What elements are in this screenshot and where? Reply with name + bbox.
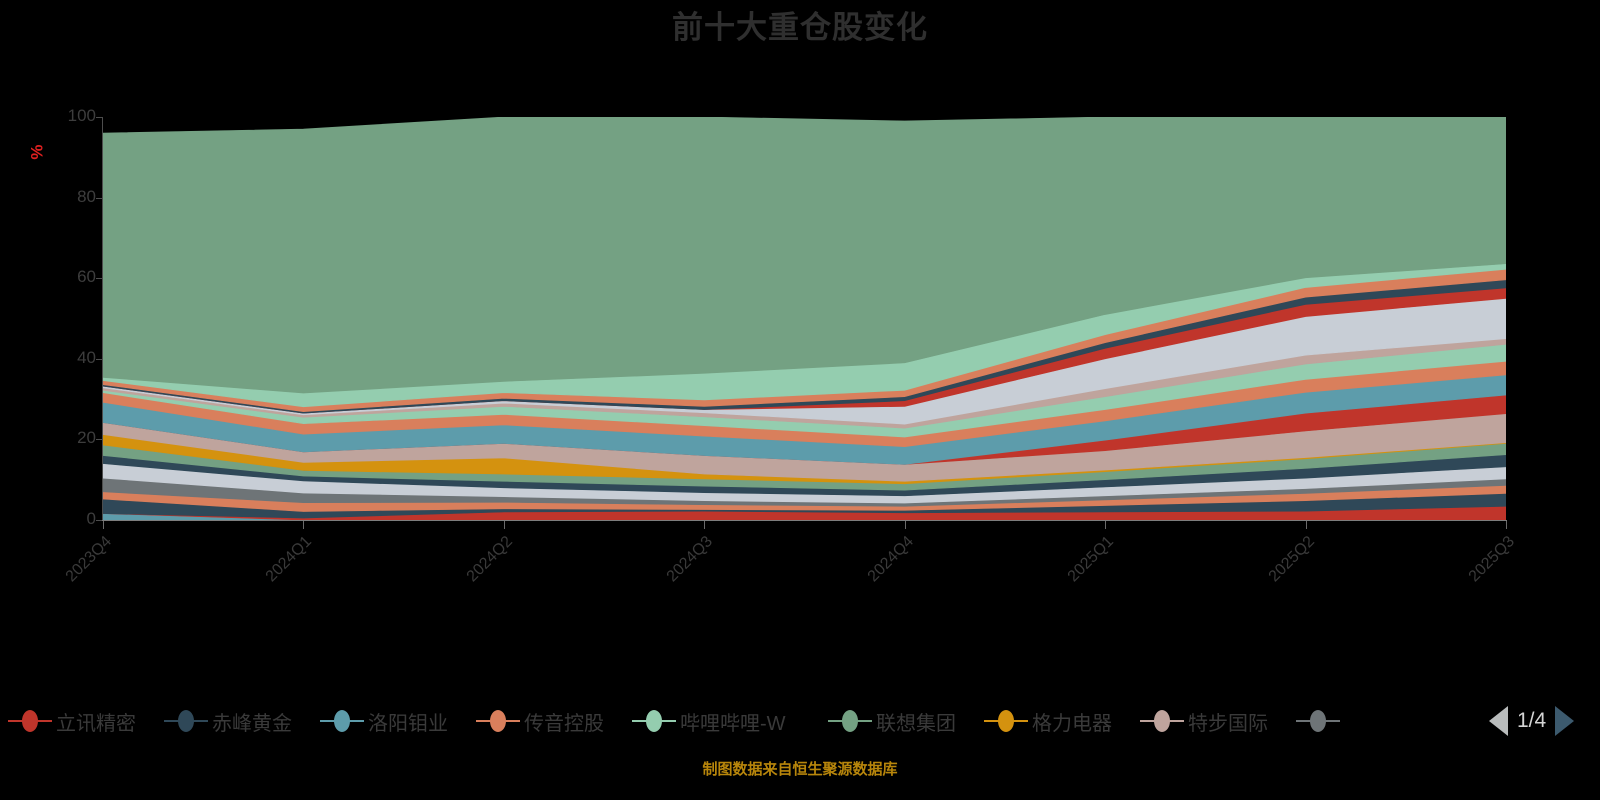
legend-pager[interactable]: 1/4 bbox=[1489, 698, 1575, 744]
y-axis-tick-label: 100 bbox=[67, 106, 96, 125]
y-axis-tick-label: 20 bbox=[77, 428, 96, 448]
page-title: 前十大重仓股变化 bbox=[672, 10, 928, 45]
legend-marker-icon bbox=[1140, 709, 1184, 733]
y-axis-unit-label: % bbox=[27, 144, 47, 160]
legend-marker-icon bbox=[632, 709, 676, 733]
legend-item[interactable] bbox=[1296, 698, 1344, 744]
legend: 立讯精密 赤峰黄金 洛阳钼业 传音控股 哔哩哔哩-W 联想集团 格力电器 特步国际 bbox=[0, 698, 1600, 744]
y-axis-tick-label: 40 bbox=[77, 347, 96, 367]
triangle-right-icon[interactable] bbox=[1555, 706, 1575, 736]
x-axis-tick-label: 2024Q3 bbox=[664, 533, 717, 586]
legend-item[interactable]: 洛阳钼业 bbox=[320, 698, 448, 744]
legend-item[interactable]: 立讯精密 bbox=[8, 698, 136, 744]
triangle-left-icon[interactable] bbox=[1489, 706, 1508, 736]
legend-marker-icon bbox=[320, 709, 364, 733]
y-axis-tick-label: 80 bbox=[77, 186, 96, 206]
x-axis-tick-mark bbox=[1506, 521, 1507, 529]
legend-item[interactable]: 格力电器 bbox=[984, 698, 1112, 744]
legend-marker-icon bbox=[164, 709, 208, 733]
x-axis-tick-mark bbox=[904, 521, 906, 529]
y-axis-tick-mark bbox=[96, 197, 103, 199]
legend-marker-icon bbox=[1296, 709, 1340, 733]
x-axis-tick-label: 2024Q2 bbox=[463, 533, 516, 586]
y-axis-line bbox=[102, 117, 103, 521]
x-axis-tick-mark bbox=[1305, 521, 1307, 529]
area-series bbox=[103, 513, 1506, 520]
legend-marker-icon bbox=[476, 709, 520, 733]
legend-item-label: 洛阳钼业 bbox=[368, 712, 448, 735]
y-axis-tick-mark bbox=[96, 278, 103, 280]
x-axis-tick-label: 2024Q1 bbox=[263, 533, 316, 586]
x-axis-tick-mark bbox=[1105, 521, 1107, 529]
y-axis-tick-label: 0 bbox=[86, 509, 96, 528]
legend-item[interactable]: 传音控股 bbox=[476, 698, 604, 744]
legend-item-label: 联想集团 bbox=[876, 712, 956, 735]
x-axis-tick-mark bbox=[503, 521, 505, 529]
stacked-area-svg bbox=[103, 117, 1506, 520]
area-series bbox=[103, 117, 1506, 394]
plot-area bbox=[103, 117, 1506, 520]
legend-marker-icon bbox=[8, 709, 52, 733]
x-axis-tick-label: 2024Q4 bbox=[864, 533, 917, 586]
legend-marker-icon bbox=[984, 709, 1028, 733]
x-axis-tick-label: 2025Q3 bbox=[1465, 533, 1519, 586]
y-axis-tick-mark bbox=[96, 358, 103, 360]
footer-note: 制图数据来自恒生聚源数据库 bbox=[702, 761, 898, 778]
x-axis-tick-mark bbox=[303, 521, 305, 529]
legend-item-label: 传音控股 bbox=[524, 712, 604, 735]
x-axis-tick-mark bbox=[704, 521, 706, 529]
legend-item-label: 哔哩哔哩-W bbox=[680, 712, 786, 735]
legend-item[interactable]: 特步国际 bbox=[1140, 698, 1268, 744]
legend-item[interactable]: 联想集团 bbox=[828, 698, 956, 744]
legend-marker-icon bbox=[828, 709, 872, 733]
legend-item-label: 特步国际 bbox=[1188, 712, 1268, 735]
y-axis-tick-mark bbox=[96, 117, 103, 118]
x-axis-tick-label: 2025Q2 bbox=[1265, 533, 1318, 586]
y-axis-tick-label: 60 bbox=[77, 267, 96, 287]
y-axis: 0 20 40 60 80 100 bbox=[0, 0, 103, 800]
x-axis-line bbox=[102, 520, 1507, 521]
legend-item[interactable]: 哔哩哔哩-W bbox=[632, 698, 786, 744]
y-axis-tick-mark bbox=[96, 439, 103, 441]
x-axis-tick-label: 2025Q1 bbox=[1064, 533, 1118, 586]
y-axis-tick-mark bbox=[96, 520, 103, 521]
legend-item-label: 立讯精密 bbox=[56, 712, 136, 735]
x-axis-tick-mark bbox=[103, 521, 104, 529]
legend-item[interactable]: 赤峰黄金 bbox=[164, 698, 292, 744]
pager-label: 1/4 bbox=[1517, 709, 1547, 732]
legend-item-label: 格力电器 bbox=[1032, 712, 1112, 735]
legend-item-label: 赤峰黄金 bbox=[212, 712, 292, 735]
